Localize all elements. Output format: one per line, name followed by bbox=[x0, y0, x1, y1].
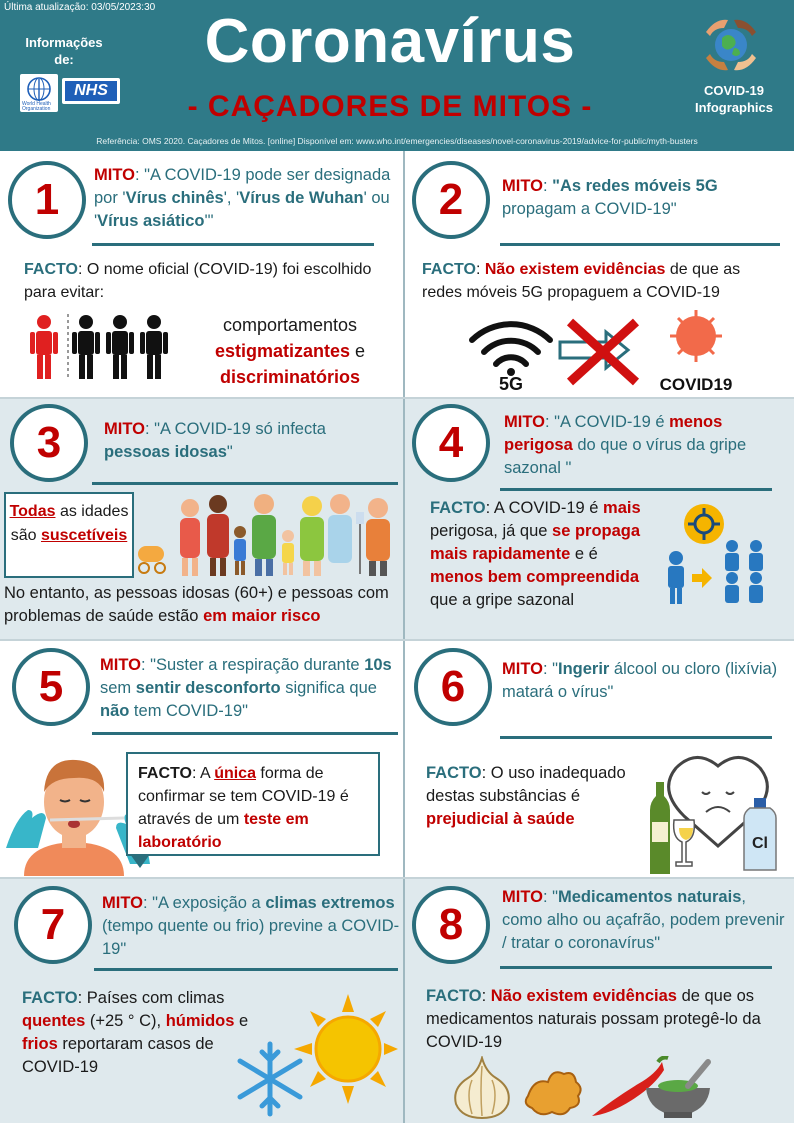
people-all-ages-icon bbox=[134, 494, 396, 578]
page-title: Coronavírus bbox=[204, 7, 576, 76]
row-divider-1 bbox=[0, 397, 794, 399]
last-updated: Última atualização: 03/05/2023:30 bbox=[4, 2, 156, 13]
page-subtitle: - CAÇADORES DE MITOS - bbox=[187, 90, 593, 123]
myth-7-text: MITO: "A exposição a climas extremos (te… bbox=[102, 894, 400, 958]
nasal-swab-test-icon bbox=[6, 752, 150, 876]
fact-5-box: FACTO: A única forma de confirmar se tem… bbox=[126, 752, 380, 856]
row-divider-2 bbox=[0, 639, 794, 641]
speech-pointer bbox=[130, 854, 150, 868]
fact-6-text: FACTO: O uso inadequado destas substânci… bbox=[426, 764, 626, 828]
all-ages-box: Todas as idades são suscetíveis bbox=[4, 492, 134, 578]
myth-3-text: MITO: "A COVID-19 só infecta pessoas ido… bbox=[104, 420, 326, 461]
virus-spread-icon bbox=[662, 502, 772, 612]
nhs-logo-text: NHS bbox=[65, 81, 117, 101]
covid-infographics-badge: COVID-19 Infographics bbox=[694, 83, 773, 115]
row-4-background bbox=[0, 878, 794, 1123]
nhs-logo: NHS bbox=[62, 78, 120, 104]
fact-1-text: FACTO: O nome oficial (COVID-19) foi esc… bbox=[24, 261, 372, 301]
covid19-label: COVID19 bbox=[660, 375, 733, 394]
myth-5-underline bbox=[92, 732, 398, 735]
natural-remedies-icon bbox=[452, 1054, 714, 1120]
alcohol-chlorine-icon: Cl bbox=[650, 752, 786, 876]
reference-text: Referência: OMS 2020. Caçadores de Mitos… bbox=[96, 136, 698, 146]
people-stigma-icon bbox=[24, 312, 174, 382]
info-label: Informações de: bbox=[25, 35, 103, 67]
fact-8-text: FACTO: Não existem evidências de que os … bbox=[426, 987, 761, 1051]
fact-5-text: FACTO: A única forma de confirmar se tem… bbox=[138, 765, 349, 851]
myth-2-underline bbox=[500, 243, 780, 246]
chlorine-label: Cl bbox=[752, 835, 768, 852]
who-logo-icon bbox=[20, 74, 58, 112]
myth-1-underline bbox=[92, 243, 374, 246]
myth-number-8: 8 bbox=[412, 886, 490, 964]
myth-3-underline bbox=[92, 482, 398, 485]
column-divider bbox=[403, 151, 405, 1123]
fact-4-text: FACTO: A COVID-19 é mais perigosa, já qu… bbox=[430, 499, 641, 609]
myth-1-text: MITO: "A COVID-19 pode ser designada por… bbox=[94, 166, 391, 230]
myth-number-1: 1 bbox=[8, 161, 86, 239]
myth-number-7: 7 bbox=[14, 886, 92, 964]
myth-number-5: 5 bbox=[12, 648, 90, 726]
fact-7-text: FACTO: Países com climas quentes (+25 ° … bbox=[22, 989, 249, 1076]
header-banner bbox=[0, 0, 794, 151]
myth-8-underline bbox=[500, 966, 772, 969]
myth-number-3: 3 bbox=[10, 404, 88, 482]
myth-number-4: 4 bbox=[412, 404, 490, 482]
fact-3-text: No entanto, as pessoas idosas (60+) e pe… bbox=[4, 584, 389, 625]
fact-2-text: FACTO: Não existem evidências de que as … bbox=[422, 261, 741, 301]
myth-8-text: MITO: "Medicamentos naturais, como alho … bbox=[502, 888, 785, 952]
who-text: World Health Organization bbox=[22, 101, 51, 112]
myth-2-text: MITO: "As redes móveis 5G propagam a COV… bbox=[502, 177, 718, 218]
row-divider-3 bbox=[0, 877, 794, 879]
globe-hands-icon bbox=[700, 14, 762, 76]
myth-6-underline bbox=[500, 736, 772, 739]
myth-6-text: MITO: "Ingerir álcool ou cloro (lixívia)… bbox=[502, 660, 778, 701]
myth-4-underline bbox=[500, 488, 772, 491]
myth-number-6: 6 bbox=[414, 648, 492, 726]
snowflake-sun-icon bbox=[234, 994, 398, 1118]
5g-not-covid-icon: 5G COVID19 bbox=[466, 306, 746, 394]
myth-4-text: MITO: "A COVID-19 é menos perigosa do qu… bbox=[504, 413, 747, 477]
myth-7-underline bbox=[94, 968, 398, 971]
myth-number-2: 2 bbox=[412, 161, 490, 239]
myth-5-text: MITO: "Suster a respiração durante 10s s… bbox=[100, 656, 392, 720]
5g-label: 5G bbox=[499, 374, 523, 394]
stigma-words: comportamentos estigmatizantes e discrim… bbox=[214, 315, 366, 387]
